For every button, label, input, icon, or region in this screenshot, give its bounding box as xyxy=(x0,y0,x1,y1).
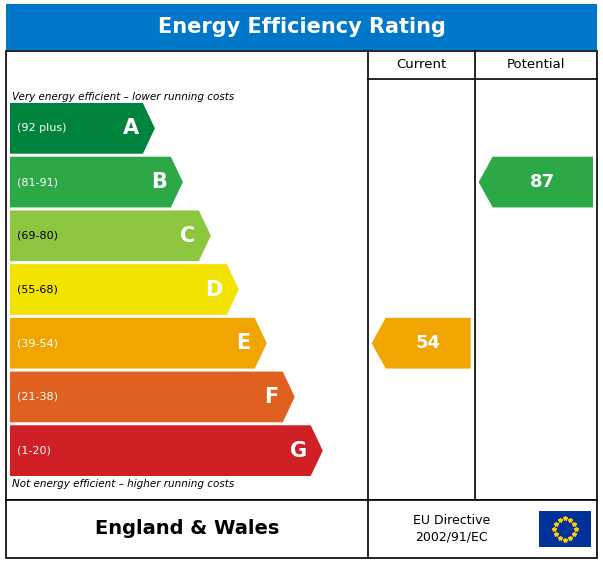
Text: (39-54): (39-54) xyxy=(17,338,58,348)
Text: (81-91): (81-91) xyxy=(17,177,58,187)
Text: A: A xyxy=(123,118,139,138)
Polygon shape xyxy=(10,264,239,315)
Bar xyxy=(6,500,597,558)
Text: (21-38): (21-38) xyxy=(17,392,58,402)
Text: B: B xyxy=(151,172,167,192)
Text: Very energy efficient – lower running costs: Very energy efficient – lower running co… xyxy=(12,92,234,102)
Text: G: G xyxy=(289,440,307,461)
Bar xyxy=(6,4,597,50)
Text: E: E xyxy=(236,333,251,353)
Polygon shape xyxy=(10,318,267,368)
Text: (55-68): (55-68) xyxy=(17,284,58,294)
Text: C: C xyxy=(180,226,195,246)
Text: F: F xyxy=(265,387,279,407)
Bar xyxy=(6,51,597,500)
Text: (92 plus): (92 plus) xyxy=(17,124,66,133)
Polygon shape xyxy=(10,425,323,476)
Text: Current: Current xyxy=(396,59,446,72)
Text: Potential: Potential xyxy=(507,59,565,72)
Text: EU Directive
2002/91/EC: EU Directive 2002/91/EC xyxy=(412,514,490,544)
Polygon shape xyxy=(10,372,295,422)
Bar xyxy=(539,511,591,547)
Text: Not energy efficient – higher running costs: Not energy efficient – higher running co… xyxy=(12,479,234,489)
Text: (1-20): (1-20) xyxy=(17,446,51,456)
Polygon shape xyxy=(479,157,593,208)
Polygon shape xyxy=(10,210,211,261)
Polygon shape xyxy=(10,157,183,208)
Text: 87: 87 xyxy=(530,173,555,191)
Text: 54: 54 xyxy=(415,334,441,352)
Text: Energy Efficiency Rating: Energy Efficiency Rating xyxy=(157,17,446,37)
Text: (69-80): (69-80) xyxy=(17,231,58,241)
Polygon shape xyxy=(371,318,471,368)
Text: D: D xyxy=(206,280,223,299)
Text: England & Wales: England & Wales xyxy=(95,519,279,539)
Polygon shape xyxy=(10,103,155,154)
